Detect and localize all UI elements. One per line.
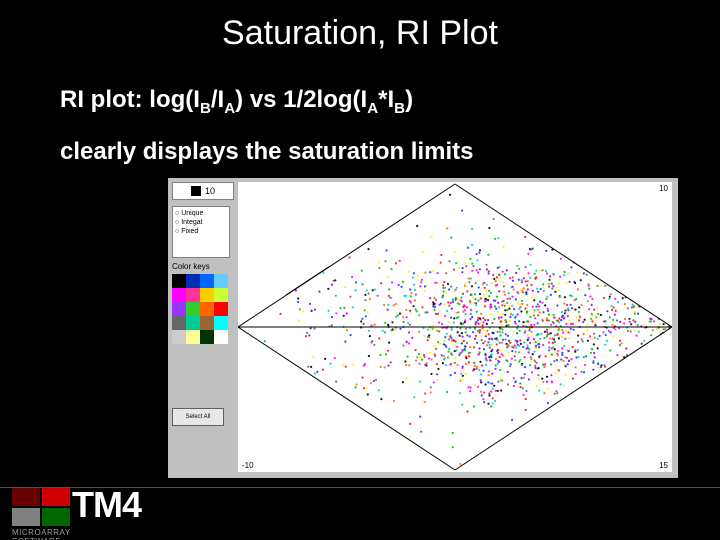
legend-item[interactable]: Integat [175,218,227,227]
subtitle-formula: RI plot: log(IB/IA) vs 1/2log(IA*IB) [60,86,413,117]
palette-swatch[interactable] [186,302,200,316]
palette-swatch[interactable] [214,288,228,302]
palette-swatch[interactable] [186,316,200,330]
y-min-label: -10 [242,461,254,470]
palette-swatch[interactable] [172,302,186,316]
color-palette[interactable] [172,274,228,344]
palette-swatch[interactable] [172,316,186,330]
subtitle-text: clearly displays the saturation limits [60,138,473,166]
palette-swatch[interactable] [214,330,228,344]
palette-swatch[interactable] [200,330,214,344]
legend-box: UniqueIntegatFixed [172,206,230,258]
logo-cell [42,508,70,526]
logo-cell [12,508,40,526]
chart-svg [238,182,672,472]
x-max-label: 15 [659,461,668,470]
tm4-logo: TM4 MICROARRAY SOFTWARE SUITE [12,488,70,526]
palette-swatch[interactable] [214,274,228,288]
logo-cell [12,488,40,506]
logo-squares [12,488,70,526]
slide: Saturation, RI Plot RI plot: log(IB/IA) … [0,0,720,540]
palette-swatch[interactable] [200,302,214,316]
palette-swatch[interactable] [186,274,200,288]
palette-swatch[interactable] [172,330,186,344]
select-all-button[interactable]: Select All [172,408,224,426]
palette-swatch[interactable] [214,302,228,316]
slide-title: Saturation, RI Plot [0,14,720,53]
color-keys-label: Color keys [172,262,210,271]
palette-swatch[interactable] [200,288,214,302]
palette-swatch[interactable] [186,330,200,344]
logo-subtitle: MICROARRAY SOFTWARE SUITE [12,528,71,540]
y-max-label: 10 [659,184,668,193]
legend-item[interactable]: Unique [175,209,227,218]
plot-panel: 10 UniqueIntegatFixed Color keys Select … [168,178,678,478]
logo-text: TM4 [72,484,141,526]
scale-swatch-icon [191,186,201,196]
scale-box[interactable]: 10 [172,182,234,200]
palette-swatch[interactable] [200,274,214,288]
palette-swatch[interactable] [200,316,214,330]
palette-swatch[interactable] [214,316,228,330]
ri-scatter-chart: 10 -10 15 [238,182,672,472]
palette-swatch[interactable] [172,288,186,302]
logo-cell [42,488,70,506]
palette-swatch[interactable] [186,288,200,302]
scale-value: 10 [205,186,215,196]
palette-swatch[interactable] [172,274,186,288]
legend-item[interactable]: Fixed [175,227,227,236]
